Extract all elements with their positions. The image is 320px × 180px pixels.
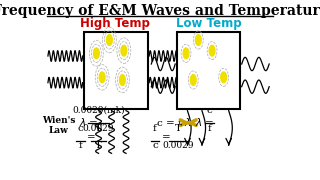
Text: =: = [162, 133, 170, 142]
Circle shape [221, 72, 227, 83]
Text: $\lambda$ =: $\lambda$ = [195, 116, 214, 128]
Text: 0.0029: 0.0029 [162, 141, 194, 150]
Text: 0.0029(mk): 0.0029(mk) [72, 106, 125, 115]
Text: f: f [153, 124, 157, 133]
Text: f: f [207, 124, 211, 133]
Text: Low Temp: Low Temp [176, 17, 242, 30]
Bar [84, 32, 148, 109]
Text: $\lambda$ =: $\lambda$ = [79, 116, 99, 128]
Text: Frequency of E&M Waves and Temperature: Frequency of E&M Waves and Temperature [0, 4, 320, 18]
Circle shape [183, 48, 189, 59]
Circle shape [196, 35, 201, 45]
Circle shape [121, 45, 127, 56]
Text: c = f $\lambda$: c = f $\lambda$ [156, 116, 192, 128]
Text: =: = [87, 133, 96, 142]
Text: c: c [206, 106, 212, 115]
Text: Wien's
Law: Wien's Law [42, 116, 76, 135]
Circle shape [119, 75, 125, 85]
Bar [177, 32, 240, 109]
Text: T: T [95, 124, 102, 133]
Text: f: f [79, 141, 82, 150]
Circle shape [107, 35, 112, 45]
Circle shape [190, 75, 196, 85]
Text: T: T [175, 124, 181, 133]
Circle shape [209, 45, 215, 56]
Text: T: T [95, 141, 102, 150]
Text: 0.0029: 0.0029 [83, 124, 114, 133]
Text: High Temp: High Temp [79, 17, 149, 30]
Circle shape [93, 48, 99, 59]
Circle shape [99, 72, 105, 83]
Text: c: c [152, 141, 158, 150]
Text: c: c [77, 124, 83, 133]
